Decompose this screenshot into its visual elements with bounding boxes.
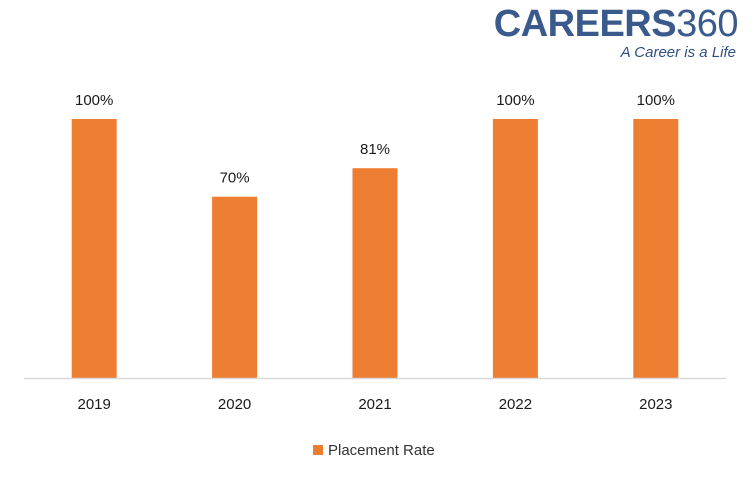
bar-2022 (492, 119, 538, 378)
bar-2020 (212, 196, 258, 378)
x-tick-labels-group: 2019 2020 2021 2022 2023 (78, 396, 673, 413)
legend-swatch (313, 445, 323, 455)
careers360-logo: CAREERS360 A Career is a Life (494, 4, 739, 68)
legend: Placement Rate (313, 442, 435, 459)
logo-number: 360 (676, 3, 738, 45)
legend-label: Placement Rate (328, 442, 435, 459)
data-label-2022: 100% (496, 92, 534, 109)
data-label-2020: 70% (220, 170, 250, 187)
x-tick-label-2022: 2022 (499, 396, 532, 413)
data-label-2023: 100% (637, 92, 675, 109)
data-label-2019: 100% (75, 92, 113, 109)
data-label-2021: 81% (360, 141, 390, 158)
x-tick-label-2019: 2019 (78, 396, 111, 413)
bar-2021 (352, 168, 398, 378)
data-labels-group: 100% 70% 81% 100% 100% (75, 92, 675, 187)
x-tick-label-2020: 2020 (218, 396, 251, 413)
x-tick-label-2023: 2023 (639, 396, 672, 413)
bar-2019 (71, 119, 117, 378)
logo-wordmark: CAREERS360 (493, 3, 739, 45)
x-tick-label-2021: 2021 (358, 396, 391, 413)
bar-2023 (633, 119, 679, 378)
bars-group (71, 119, 679, 378)
logo-letters: CAREERS (493, 3, 677, 45)
logo-tagline: A Career is a Life (620, 44, 736, 61)
